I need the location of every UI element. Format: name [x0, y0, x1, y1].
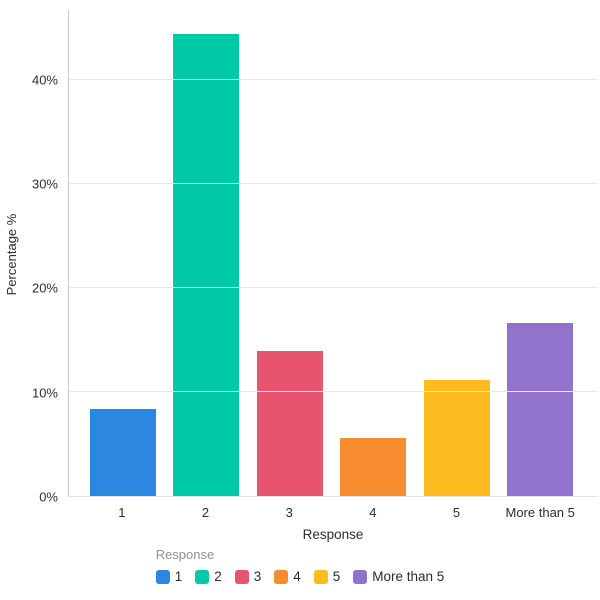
legend-swatch-icon	[195, 569, 210, 584]
y-axis: 0% 10% 20% 30% 40%	[0, 10, 58, 503]
gridline	[69, 286, 598, 288]
y-tick-label: 10%	[31, 385, 58, 401]
x-tick-label-more-than-5: More than 5	[505, 505, 575, 520]
bar-4[interactable]	[340, 438, 407, 496]
legend-inner: Response 1 2 3 4 5 More than 5	[155, 547, 444, 584]
x-tick-label-3: 3	[285, 505, 293, 520]
legend-items: 1 2 3 4 5 More than 5	[155, 569, 444, 584]
legend-item-label: 4	[293, 569, 301, 584]
legend-swatch-icon	[313, 569, 328, 584]
legend-item-more-than-5[interactable]: More than 5	[353, 569, 444, 584]
x-axis-title: Response	[302, 527, 364, 542]
x-tick-label-1: 1	[118, 505, 126, 520]
legend-swatch-icon	[353, 569, 368, 584]
legend-swatch-icon	[155, 569, 170, 584]
bar-slot	[415, 10, 499, 496]
x-tick-label-4: 4	[369, 505, 377, 520]
legend-item-3[interactable]: 3	[234, 569, 262, 584]
x-axis-labels: 1 2 3 4 5 More than 5	[80, 505, 582, 520]
bar-2[interactable]	[173, 33, 240, 496]
gridline	[69, 78, 598, 80]
plot-area	[68, 10, 598, 497]
gridline	[69, 182, 598, 184]
gridline	[69, 390, 598, 392]
y-tick-label: 40%	[31, 72, 58, 88]
bar-3[interactable]	[256, 351, 323, 496]
x-tick-label-5: 5	[452, 505, 461, 520]
bar-slot	[165, 10, 249, 496]
legend-item-1[interactable]: 1	[155, 569, 183, 584]
bar-5[interactable]	[423, 380, 490, 496]
legend-item-label: 3	[253, 569, 262, 584]
legend-item-5[interactable]: 5	[313, 569, 341, 584]
legend-swatch-icon	[274, 569, 289, 584]
bar-more-than-5[interactable]	[507, 322, 574, 496]
legend-item-label: 5	[332, 569, 341, 584]
bar-slot	[81, 10, 165, 496]
bar-slot	[332, 10, 416, 496]
bar-1[interactable]	[89, 409, 156, 496]
bar-slot	[499, 10, 583, 496]
bar-slot	[248, 10, 332, 496]
legend: Response 1 2 3 4 5 More than 5	[0, 547, 600, 584]
y-tick-label: 30%	[31, 176, 58, 192]
legend-item-4[interactable]: 4	[274, 569, 301, 584]
x-tick-label-2: 2	[201, 505, 210, 520]
bars	[81, 10, 582, 496]
legend-item-label: 1	[174, 569, 183, 584]
legend-item-label: 2	[214, 569, 222, 584]
legend-item-2[interactable]: 2	[195, 569, 222, 584]
y-tick-label: 0%	[39, 489, 58, 505]
y-tick-label: 20%	[31, 280, 58, 296]
legend-title: Response	[155, 547, 215, 562]
legend-swatch-icon	[234, 569, 249, 584]
legend-item-label: More than 5	[372, 569, 445, 584]
